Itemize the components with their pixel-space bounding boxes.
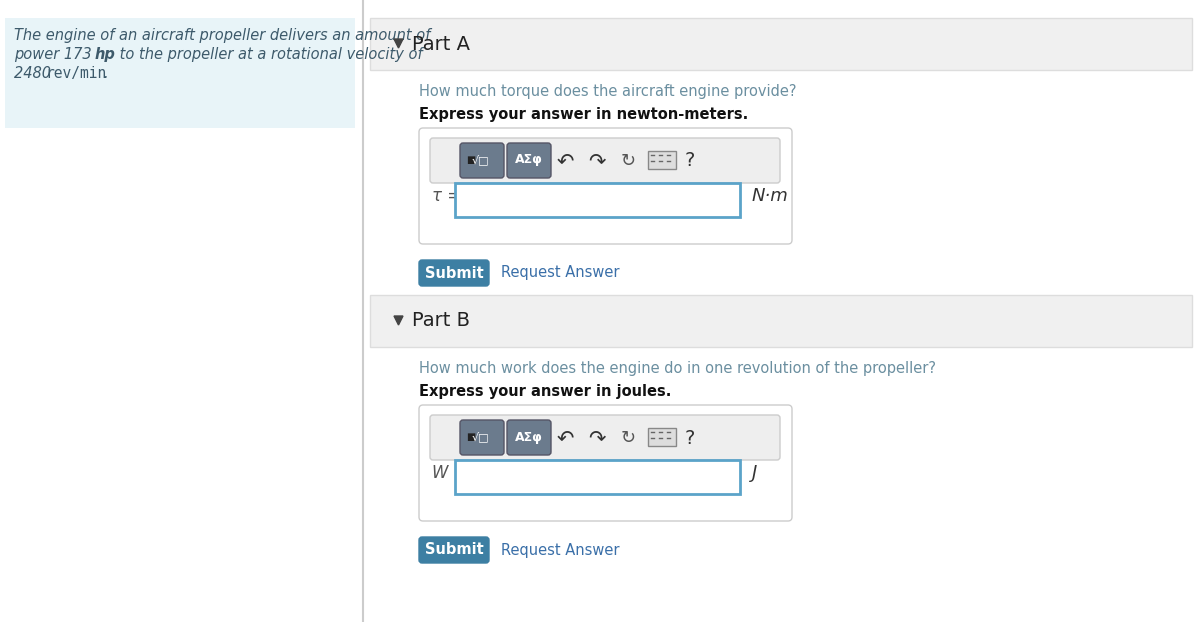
Text: ■: ■ <box>467 432 475 442</box>
Text: .: . <box>103 66 108 81</box>
FancyBboxPatch shape <box>508 143 551 178</box>
Text: Submit: Submit <box>425 542 484 557</box>
Bar <box>648 428 676 446</box>
FancyBboxPatch shape <box>430 138 780 183</box>
Text: ↻: ↻ <box>620 429 636 447</box>
Text: W =: W = <box>432 464 468 482</box>
Text: ↶: ↶ <box>557 151 574 171</box>
Text: Request Answer: Request Answer <box>502 542 619 557</box>
FancyBboxPatch shape <box>430 415 780 460</box>
FancyBboxPatch shape <box>419 260 490 286</box>
FancyBboxPatch shape <box>508 420 551 455</box>
Text: √□: √□ <box>472 432 488 442</box>
Text: 2480: 2480 <box>14 66 55 81</box>
Bar <box>370 18 1192 70</box>
Text: J: J <box>752 464 757 482</box>
FancyBboxPatch shape <box>460 143 504 178</box>
Text: τ =: τ = <box>432 187 461 205</box>
Text: Submit: Submit <box>425 266 484 281</box>
Bar <box>455 460 740 494</box>
Text: How much torque does the aircraft engine provide?: How much torque does the aircraft engine… <box>419 84 797 99</box>
Text: hp: hp <box>95 47 116 62</box>
Bar <box>5 18 355 128</box>
Text: AΣφ: AΣφ <box>515 154 542 167</box>
Text: N·m: N·m <box>752 187 788 205</box>
Text: Part A: Part A <box>412 34 470 53</box>
Text: power 173: power 173 <box>14 47 96 62</box>
Bar <box>455 183 740 217</box>
Text: Request Answer: Request Answer <box>502 266 619 281</box>
Text: rev/min: rev/min <box>46 66 107 81</box>
Polygon shape <box>394 39 403 48</box>
Text: to the propeller at a rotational velocity of: to the propeller at a rotational velocit… <box>115 47 422 62</box>
Text: ↻: ↻ <box>620 152 636 170</box>
Text: ?: ? <box>685 429 695 447</box>
Text: How much work does the engine do in one revolution of the propeller?: How much work does the engine do in one … <box>419 361 936 376</box>
Text: ■: ■ <box>467 155 475 165</box>
Text: Express your answer in joules.: Express your answer in joules. <box>419 384 671 399</box>
Polygon shape <box>394 316 403 325</box>
Bar <box>648 151 676 169</box>
FancyBboxPatch shape <box>419 128 792 244</box>
Text: ↷: ↷ <box>588 428 606 448</box>
Text: The engine of an aircraft propeller delivers an amount of: The engine of an aircraft propeller deli… <box>14 28 431 43</box>
Bar <box>370 295 1192 347</box>
FancyBboxPatch shape <box>419 537 490 563</box>
Text: AΣφ: AΣφ <box>515 430 542 443</box>
Text: Part B: Part B <box>412 312 470 330</box>
Text: ↷: ↷ <box>588 151 606 171</box>
FancyBboxPatch shape <box>419 405 792 521</box>
Text: ?: ? <box>685 152 695 170</box>
Text: ↶: ↶ <box>557 428 574 448</box>
Text: √□: √□ <box>472 155 488 165</box>
Text: Express your answer in newton-meters.: Express your answer in newton-meters. <box>419 107 749 122</box>
FancyBboxPatch shape <box>460 420 504 455</box>
